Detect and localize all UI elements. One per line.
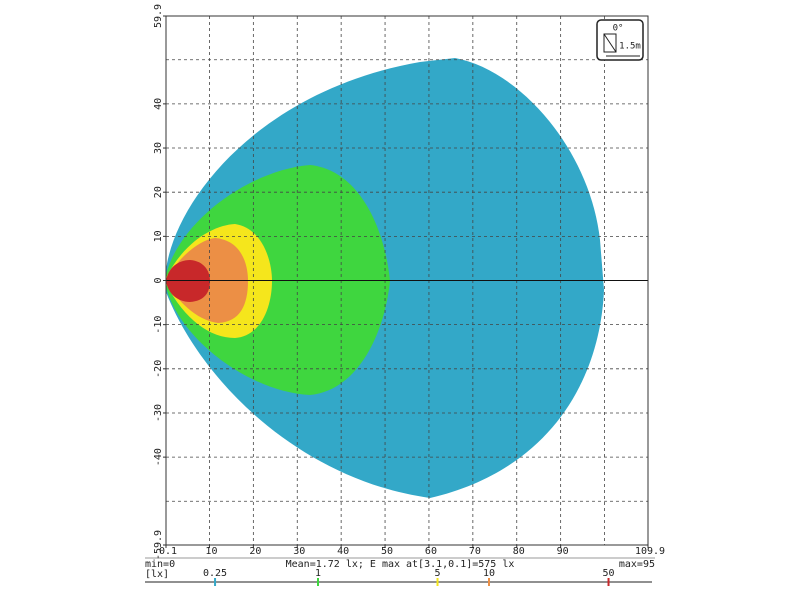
- x-tick-label: 80: [513, 546, 525, 557]
- y-tick-label: -40: [153, 448, 164, 466]
- y-tick-label: -30: [153, 404, 164, 422]
- y-tick-label: 20: [153, 186, 164, 198]
- stat-summary: Mean=1.72 lx; E max at[3.1,0.1]=575 lx: [286, 559, 515, 570]
- icon-glyph: [603, 33, 640, 57]
- x-tick-label: 50: [381, 546, 393, 557]
- x-tick-label: 20: [249, 546, 261, 557]
- legend-label: 0.25: [203, 568, 227, 579]
- legend-label: 50: [603, 568, 615, 579]
- y-tick-label: -20: [153, 360, 164, 378]
- legend-unit: [lx]: [145, 569, 169, 580]
- y-tick-label: -59.9: [153, 530, 164, 560]
- icon-height: 1.5m: [619, 42, 641, 52]
- icon-angle: 0°: [613, 24, 624, 34]
- x-tick-label: 109.9: [635, 546, 665, 557]
- icon-frame: [596, 19, 644, 61]
- x-tick-label: 70: [469, 546, 481, 557]
- y-tick-label: 0: [153, 277, 164, 283]
- stat-max: max=95: [619, 559, 655, 570]
- y-tick-label: 40: [153, 98, 164, 110]
- x-tick-label: 10: [205, 546, 217, 557]
- y-tick-label: 30: [153, 142, 164, 154]
- stat-min: min=0: [145, 559, 175, 570]
- legend-label: 10: [483, 568, 495, 579]
- legend-label: 1: [315, 568, 321, 579]
- x-tick-label: 40: [337, 546, 349, 557]
- grid: [166, 16, 648, 545]
- x-tick-label: 30: [293, 546, 305, 557]
- y-tick-label: -10: [153, 316, 164, 334]
- icon: 0° 1.5m: [596, 19, 644, 61]
- x-tick-label: 0.1: [159, 546, 177, 557]
- y-tick-label: 10: [153, 230, 164, 242]
- x-tick-label: 90: [557, 546, 569, 557]
- x-tick-label: 60: [425, 546, 437, 557]
- legend-label: 5: [435, 568, 441, 579]
- y-tick-label: 59.9: [153, 4, 164, 28]
